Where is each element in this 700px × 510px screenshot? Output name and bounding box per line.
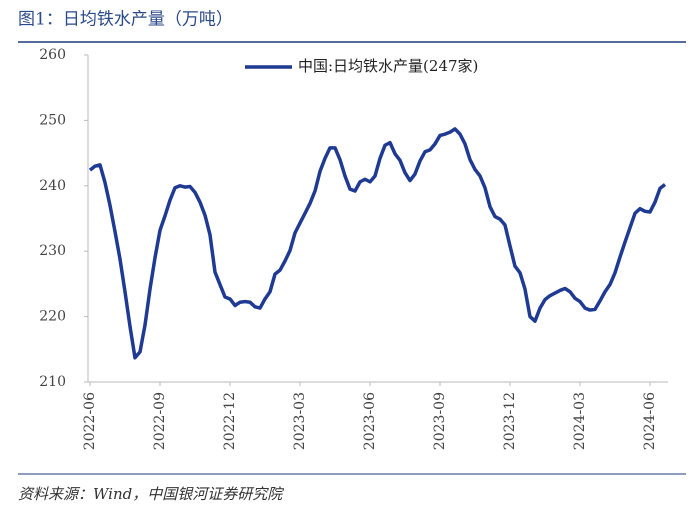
y-tick-label: 260	[39, 47, 66, 63]
y-tick-label: 210	[39, 374, 66, 390]
x-tick-label: 2024-06	[642, 392, 658, 450]
series-line	[88, 127, 667, 360]
y-tick-label: 240	[39, 178, 66, 194]
y-tick-label: 220	[39, 309, 66, 325]
x-tick-label: 2022-09	[152, 392, 168, 450]
x-tick-label: 2023-06	[362, 392, 378, 450]
x-tick-label: 2023-09	[432, 392, 448, 450]
x-tick-label: 2024-03	[572, 392, 588, 450]
chart-title: 图1：日均铁水产量（万吨）	[18, 10, 233, 30]
x-tick-label: 2023-03	[292, 392, 308, 450]
y-tick-label: 250	[39, 112, 66, 128]
x-tick-label: 2022-06	[82, 392, 98, 450]
x-tick-label: 2022-12	[222, 392, 238, 450]
legend-label: 中国:日均铁水产量(247家)	[298, 57, 478, 75]
x-tick-label: 2023-12	[502, 392, 518, 450]
source-note: 资料来源：Wind，中国银河证券研究院	[18, 485, 284, 503]
y-tick-label: 230	[39, 243, 66, 259]
